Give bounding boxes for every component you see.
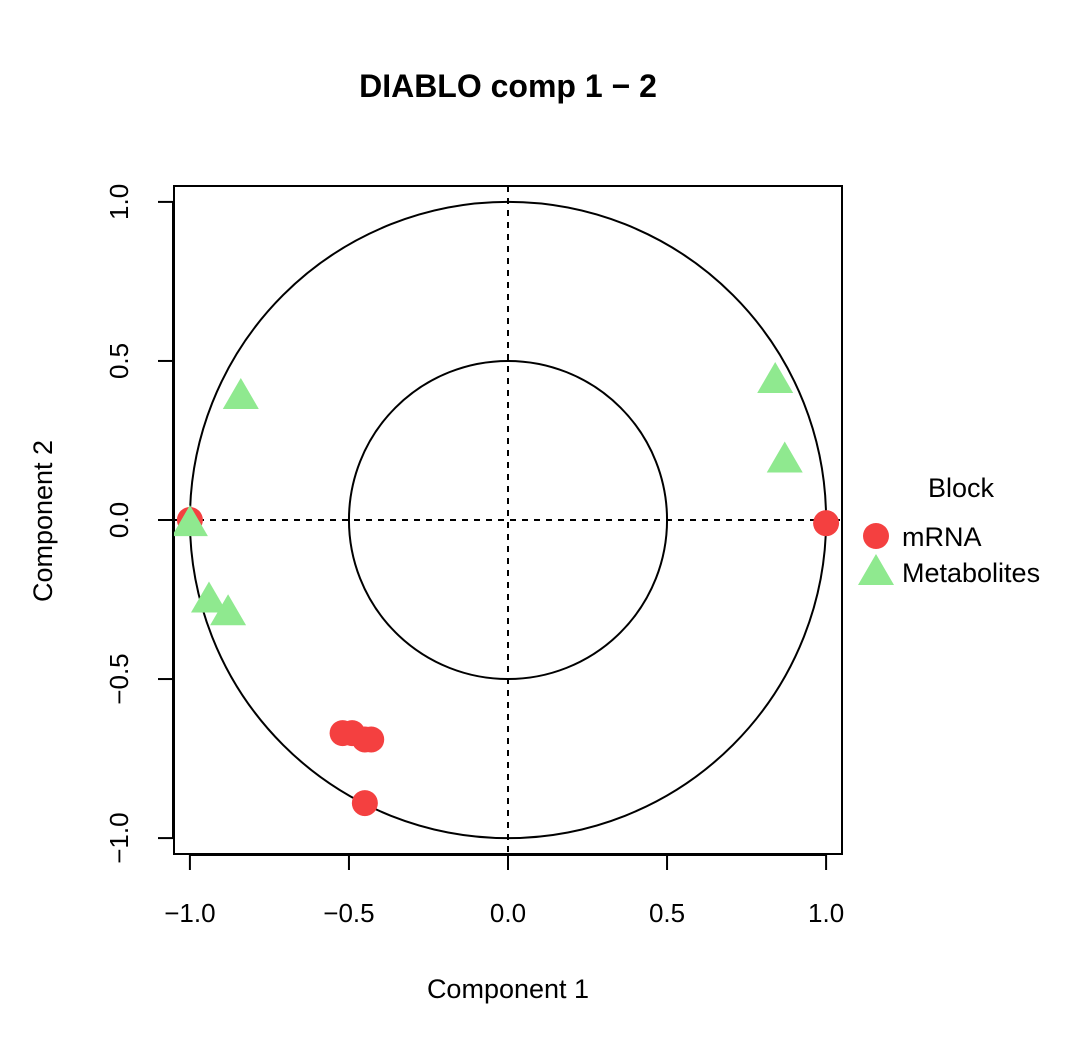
x-tick-label: −0.5 xyxy=(323,898,374,928)
legend-label-mrna: mRNA xyxy=(902,522,982,552)
legend-marker-metabolites xyxy=(858,554,894,585)
mrna-point-2 xyxy=(813,510,840,537)
legend-title: Block xyxy=(928,473,995,503)
x-tick-label: 1.0 xyxy=(808,898,844,928)
series-mrna xyxy=(176,507,840,817)
series-metabolites xyxy=(171,362,803,626)
y-axis-label: Component 2 xyxy=(28,440,58,602)
y-tick-label: −1.0 xyxy=(104,812,134,863)
legend-marker-mrna xyxy=(863,523,889,549)
legend-label-metabolites: Metabolites xyxy=(902,558,1040,588)
metabolites-point-3 xyxy=(210,594,247,626)
x-tick-label: 0.5 xyxy=(649,898,685,928)
x-axis-label: Component 1 xyxy=(427,974,589,1004)
reference-lines xyxy=(174,186,842,854)
x-tick-label: 0.0 xyxy=(490,898,526,928)
legend: Block mRNA Metabolites xyxy=(858,473,1040,588)
y-axis: −1.0 −0.5 0.0 0.5 1.0 xyxy=(104,184,174,864)
metabolites-point-4 xyxy=(171,505,208,537)
metabolites-point-6 xyxy=(766,441,803,473)
metabolites-point-2 xyxy=(190,581,227,613)
x-axis: −1.0 −0.5 0.0 0.5 1.0 xyxy=(164,854,844,928)
mrna-point-6 xyxy=(358,726,385,753)
y-tick-label: −0.5 xyxy=(104,653,134,704)
chart-title: DIABLO comp 1 − 2 xyxy=(359,68,657,104)
y-tick-label: 0.5 xyxy=(104,343,134,379)
mrna-point-7 xyxy=(351,790,378,817)
x-tick-label: −1.0 xyxy=(164,898,215,928)
y-tick-label: 0.0 xyxy=(104,502,134,538)
y-tick-label: 1.0 xyxy=(104,184,134,220)
metabolites-point-5 xyxy=(757,362,794,394)
metabolites-point-1 xyxy=(222,377,259,409)
data-points xyxy=(171,362,840,817)
